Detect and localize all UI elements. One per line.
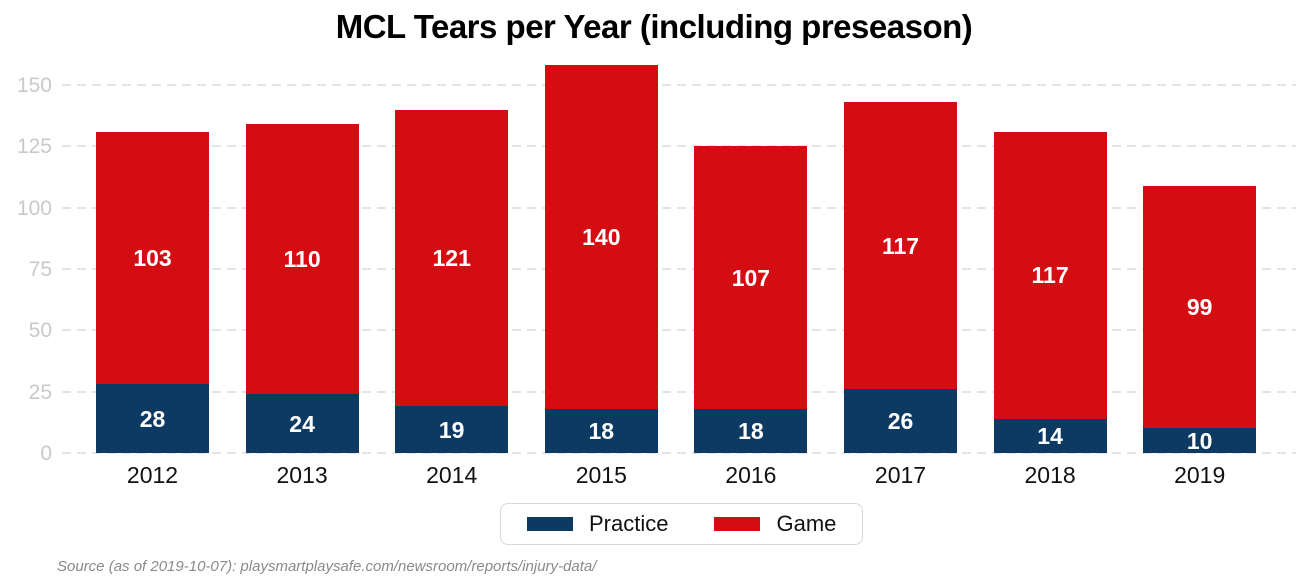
bar-segment-game-2013 — [245, 124, 359, 395]
bar-value-practice-2013: 24 — [289, 410, 315, 437]
bar-segment-game-2018 — [993, 131, 1107, 419]
gridline-y75 — [62, 268, 1296, 270]
bar-value-game-2015: 140 — [582, 224, 621, 251]
bar-value-practice-2015: 18 — [588, 417, 615, 444]
bar-value-game-2016: 107 — [731, 264, 771, 291]
bar-segment-practice-2015 — [544, 408, 658, 453]
y-tick-label-100: 100 — [16, 196, 52, 220]
gridline-y125 — [62, 145, 1296, 148]
y-tick-label-0: 0 — [40, 442, 52, 465]
bar-segment-game-2015 — [544, 65, 658, 409]
bar-segment-practice-2013 — [245, 394, 359, 453]
legend: Practice Game — [500, 503, 864, 545]
bar-value-game-2014: 121 — [432, 244, 471, 271]
y-tick-label-50: 50 — [28, 319, 52, 343]
bar-value-game-2018: 117 — [1031, 262, 1069, 289]
gridline-y50 — [62, 329, 1296, 332]
bar-segment-game-2014 — [395, 109, 509, 407]
bar-segment-game-2019 — [1143, 185, 1257, 429]
bar-segment-practice-2017 — [844, 389, 957, 453]
bar-value-practice-2016: 18 — [738, 417, 764, 444]
bar-segment-practice-2014 — [395, 406, 509, 453]
bar-segment-game-2012 — [96, 131, 209, 385]
legend-swatch-game — [714, 517, 761, 531]
bar-value-practice-2014: 19 — [438, 416, 465, 443]
gridline-y0 — [62, 452, 1296, 454]
x-tick-label-2014: 2014 — [426, 462, 478, 488]
bar-segment-game-2017 — [844, 102, 957, 390]
x-tick-label-2012: 2012 — [126, 462, 179, 488]
legend-swatch-practice — [527, 517, 573, 531]
bar-segment-practice-2019 — [1143, 428, 1257, 453]
y-tick-label-150: 150 — [16, 74, 52, 97]
legend-label-practice: Practice — [589, 511, 669, 536]
bar-segment-practice-2016 — [694, 408, 808, 453]
x-tick-label-2015: 2015 — [575, 462, 627, 488]
bar-value-game-2017: 117 — [881, 232, 920, 259]
gridline-y25 — [62, 390, 1296, 393]
legend-item-game: Game — [714, 511, 836, 537]
legend-label-game: Game — [776, 511, 837, 536]
x-tick-label-2017: 2017 — [874, 462, 927, 488]
x-tick-label-2019: 2019 — [1174, 462, 1226, 488]
source-note: Source (as of 2019-10-07): playsmartplay… — [57, 558, 597, 575]
bar-value-game-2013: 110 — [283, 246, 321, 273]
y-tick-label-125: 125 — [16, 135, 52, 159]
x-tick-label-2018: 2018 — [1024, 462, 1076, 488]
bar-segment-game-2016 — [694, 146, 808, 409]
y-tick-label-75: 75 — [28, 258, 52, 281]
x-tick-label-2013: 2013 — [276, 462, 328, 488]
x-tick-label-2016: 2016 — [725, 462, 777, 488]
y-tick-label-25: 25 — [28, 380, 52, 404]
bar-value-practice-2012: 28 — [139, 405, 166, 432]
bar-value-practice-2018: 14 — [1037, 422, 1063, 449]
gridline-y150 — [62, 84, 1296, 86]
bar-value-game-2019: 99 — [1186, 294, 1213, 321]
legend-item-practice: Practice — [527, 511, 668, 537]
bar-value-game-2012: 103 — [133, 244, 172, 271]
bar-value-practice-2017: 26 — [887, 408, 914, 435]
bar-segment-practice-2018 — [993, 418, 1107, 453]
bar-value-practice-2019: 10 — [1186, 427, 1213, 454]
gridline-y100 — [62, 206, 1296, 209]
chart-title: MCL Tears per Year (including preseason) — [335, 8, 973, 45]
bar-segment-practice-2012 — [96, 384, 209, 453]
